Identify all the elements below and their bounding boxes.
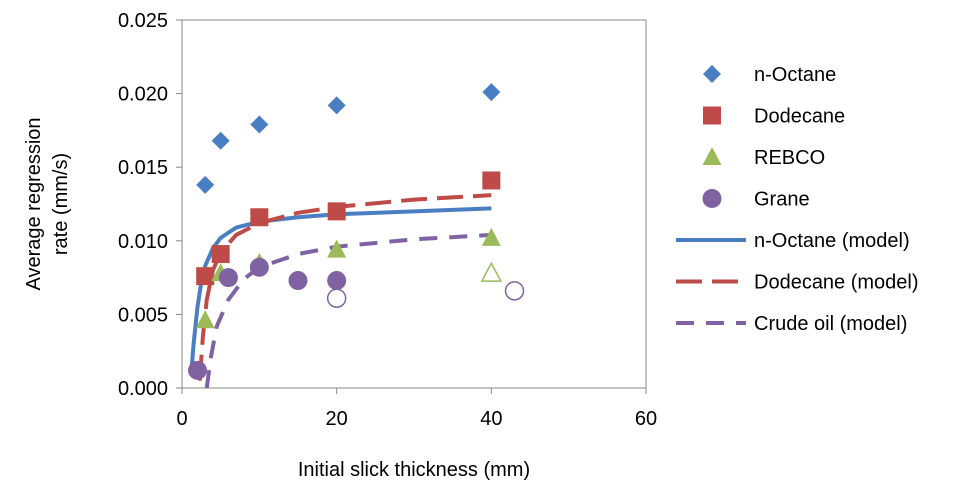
data-point bbox=[481, 227, 501, 246]
model-line-dodecane-model bbox=[197, 193, 492, 381]
series-grane bbox=[187, 257, 347, 380]
legend-label: n-Octane (model) bbox=[754, 230, 910, 252]
data-point bbox=[327, 271, 347, 291]
data-point bbox=[480, 261, 503, 282]
legend-swatch bbox=[702, 147, 722, 165]
legend-item-dodecane-model: Dodecane (model) bbox=[676, 272, 919, 294]
data-point bbox=[327, 239, 347, 258]
y-tick-label: 0.005 bbox=[118, 304, 168, 326]
series-crude-oil-model bbox=[204, 232, 492, 389]
series-dodecane-model bbox=[197, 193, 492, 381]
y-tick-label: 0.010 bbox=[118, 231, 168, 253]
x-tick-label: 40 bbox=[480, 408, 502, 430]
legend-label: REBCO bbox=[754, 147, 825, 169]
y-tick-label: 0.025 bbox=[118, 10, 168, 32]
x-tick-labels: 0 20 40 60 bbox=[176, 388, 657, 430]
y-tick-labels: 0.000 0.005 0.010 0.015 0.020 0.025 bbox=[118, 10, 182, 400]
series-n-octane bbox=[196, 83, 501, 194]
legend-item-n-octane: n-Octane bbox=[703, 64, 836, 86]
data-point bbox=[326, 288, 347, 308]
legend-item-grane: Grane bbox=[702, 189, 810, 211]
data-point bbox=[250, 208, 269, 227]
data-point bbox=[288, 271, 308, 291]
legend-item-n-octane-model: n-Octane (model) bbox=[676, 230, 910, 252]
legend-item-crude-oil-model: Crude oil (model) bbox=[676, 313, 907, 335]
data-point bbox=[482, 83, 501, 102]
data-point bbox=[504, 281, 525, 301]
model-line-crude-oil-model bbox=[204, 232, 492, 389]
legend-label: Dodecane bbox=[754, 106, 845, 128]
x-axis-title: Initial slick thickness (mm) bbox=[298, 459, 530, 481]
legend-item-dodecane: Dodecane bbox=[703, 106, 845, 128]
data-point bbox=[196, 175, 215, 194]
legend-swatch bbox=[703, 106, 721, 125]
data-point bbox=[187, 360, 207, 380]
axes bbox=[181, 20, 646, 389]
y-axis-title-line-1: Average regression bbox=[23, 117, 45, 290]
data-point bbox=[211, 131, 230, 150]
legend-swatch bbox=[703, 65, 721, 83]
data-point bbox=[195, 310, 215, 329]
legend-label: Dodecane (model) bbox=[754, 272, 919, 294]
series-triangle-open bbox=[480, 261, 503, 282]
legend-item-rebco: REBCO bbox=[702, 147, 825, 169]
legend-label: n-Octane bbox=[754, 64, 836, 86]
data-point bbox=[249, 257, 269, 277]
y-tick-label: 0.015 bbox=[118, 157, 168, 179]
data-point bbox=[327, 202, 346, 221]
data-point bbox=[211, 245, 230, 264]
data-point bbox=[250, 115, 269, 134]
data-series bbox=[187, 83, 525, 389]
y-tick-label: 0.000 bbox=[118, 378, 168, 400]
y-axis-title: Average regression rate (mm/s) bbox=[23, 117, 72, 290]
data-point bbox=[218, 268, 238, 288]
data-point bbox=[196, 267, 215, 286]
legend-label: Crude oil (model) bbox=[754, 313, 907, 335]
data-point bbox=[327, 96, 346, 115]
legend-label: Grane bbox=[754, 189, 810, 211]
y-tick-label: 0.020 bbox=[118, 84, 168, 106]
data-point bbox=[482, 171, 501, 190]
series-dodecane bbox=[196, 171, 501, 286]
legend-swatch bbox=[702, 189, 722, 208]
y-axis-title-line-2: rate (mm/s) bbox=[50, 153, 72, 255]
x-tick-label: 60 bbox=[635, 408, 657, 430]
x-tick-label: 20 bbox=[326, 408, 348, 430]
series-circle-open bbox=[326, 281, 525, 308]
x-tick-label: 0 bbox=[176, 408, 187, 430]
legend: n-Octane Dodecane REBCO Grane n-Octane (mode… bbox=[676, 64, 919, 335]
